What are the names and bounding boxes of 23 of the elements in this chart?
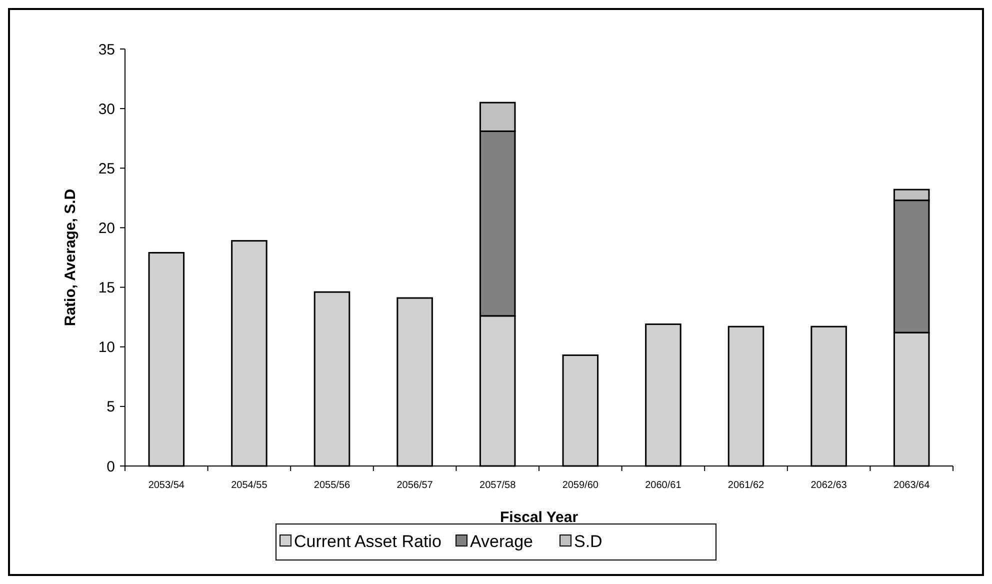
y-tick-label: 25 <box>98 160 115 178</box>
y-tick-label: 5 <box>106 398 115 416</box>
x-tick-label: 2062/63 <box>810 480 848 491</box>
x-tick-label: 2057/58 <box>480 480 516 491</box>
y-tick-label: 20 <box>98 220 115 237</box>
x-tick-label: 2056/57 <box>396 480 434 491</box>
y-tick-label: 10 <box>98 339 115 356</box>
y-tick-label: 30 <box>98 100 115 118</box>
y-tick-label: 0 <box>106 458 115 476</box>
x-tick-label: 2054/55 <box>231 480 268 491</box>
x-tick-label: 2061/62 <box>728 480 765 491</box>
legend-label: Current Asset Ratio <box>294 532 442 551</box>
x-tick-label: 2055/56 <box>314 480 351 491</box>
x-tick-label: 2059/60 <box>562 480 599 491</box>
x-tick-label: 2053/54 <box>148 480 185 491</box>
legend-label: Average <box>470 532 534 551</box>
x-axis-title: Fiscal Year <box>500 509 578 526</box>
y-tick-label: 15 <box>98 280 115 297</box>
x-tick-label: 2060/61 <box>645 480 682 491</box>
y-axis-title: Ratio, Average, S.D <box>62 188 79 326</box>
x-tick-label: 2063/64 <box>894 480 930 491</box>
y-tick-label: 35 <box>98 41 115 58</box>
legend-label: S.D <box>574 532 602 551</box>
